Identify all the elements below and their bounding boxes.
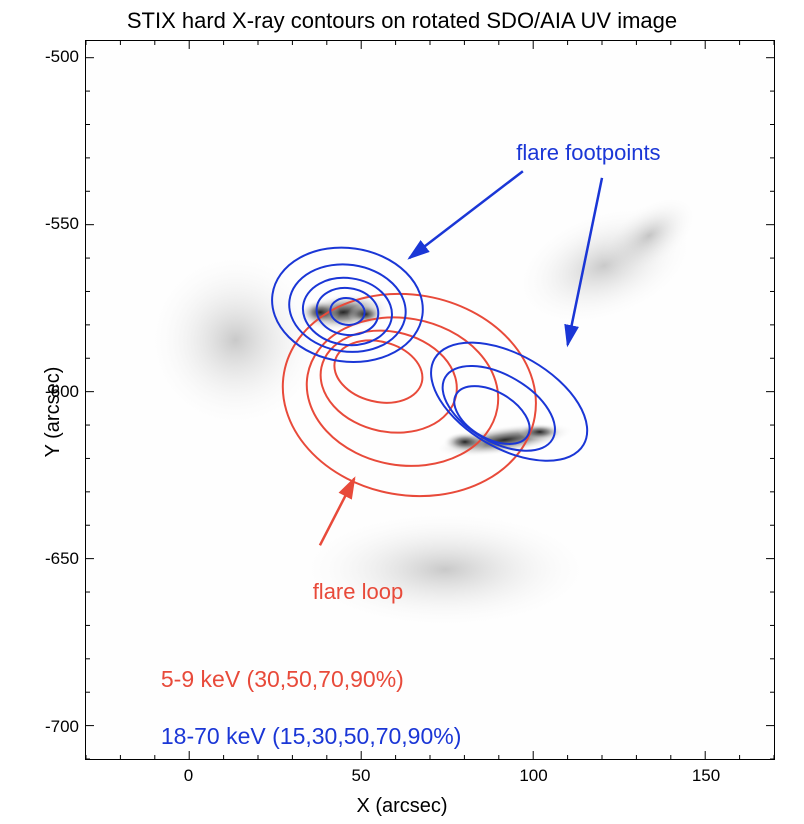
annotation-flare-loop: flare loop <box>313 579 404 605</box>
uv-image-background <box>86 41 774 759</box>
x-tick-label: 50 <box>346 766 376 786</box>
x-axis-label: X (arcsec) <box>0 795 804 818</box>
y-tick-label: -500 <box>27 47 79 67</box>
y-tick-label: -650 <box>27 549 79 569</box>
annotation-flare-footpoints: flare footpoints <box>516 140 660 166</box>
x-tick-label: 150 <box>691 766 721 786</box>
x-tick-label: 0 <box>174 766 204 786</box>
y-tick-label: -550 <box>27 214 79 234</box>
y-tick-label: -600 <box>27 382 79 402</box>
legend-nonthermal: 18-70 keV (15,30,50,70,90%) <box>161 723 461 750</box>
legend-thermal: 5-9 keV (30,50,70,90%) <box>161 666 404 693</box>
y-tick-label: -700 <box>27 717 79 737</box>
plot-title: STIX hard X-ray contours on rotated SDO/… <box>0 8 804 34</box>
plot-container: STIX hard X-ray contours on rotated SDO/… <box>0 0 804 824</box>
y-axis-label: Y (arcsec) <box>42 367 65 458</box>
x-tick-label: 100 <box>519 766 549 786</box>
plot-area <box>85 40 775 760</box>
